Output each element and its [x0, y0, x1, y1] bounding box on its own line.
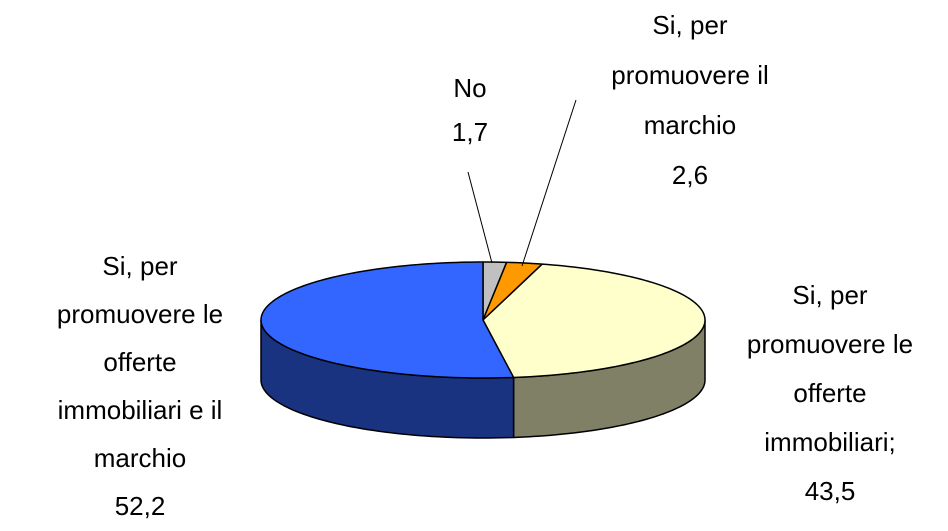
category-label: No — [453, 73, 487, 103]
value-label: 1,7 — [451, 117, 489, 147]
slice-label: No 1,7 — [430, 66, 510, 154]
value-label: 52,2 — [114, 491, 166, 521]
pie-slice — [260, 261, 515, 379]
pie-tops — [260, 261, 706, 379]
slice-label: Si, per promuovere il marchio 2,6 — [590, 0, 790, 200]
value-label: 43,5 — [804, 476, 856, 506]
leader-line — [521, 99, 577, 267]
slice-label: Si, per promuovere le offerte immobiliar… — [40, 242, 240, 530]
value-label: 2,6 — [671, 160, 709, 190]
category-label: Si, per promuovere il marchio — [611, 10, 769, 140]
slice-label: Si, per promuovere le offerte immobiliar… — [730, 271, 930, 516]
leader-line — [467, 171, 493, 264]
pie-slice — [482, 263, 706, 379]
category-label: Si, per promuovere le offerte immobiliar… — [746, 280, 914, 457]
category-label: Si, per promuovere le offerte immobiliar… — [56, 251, 224, 473]
